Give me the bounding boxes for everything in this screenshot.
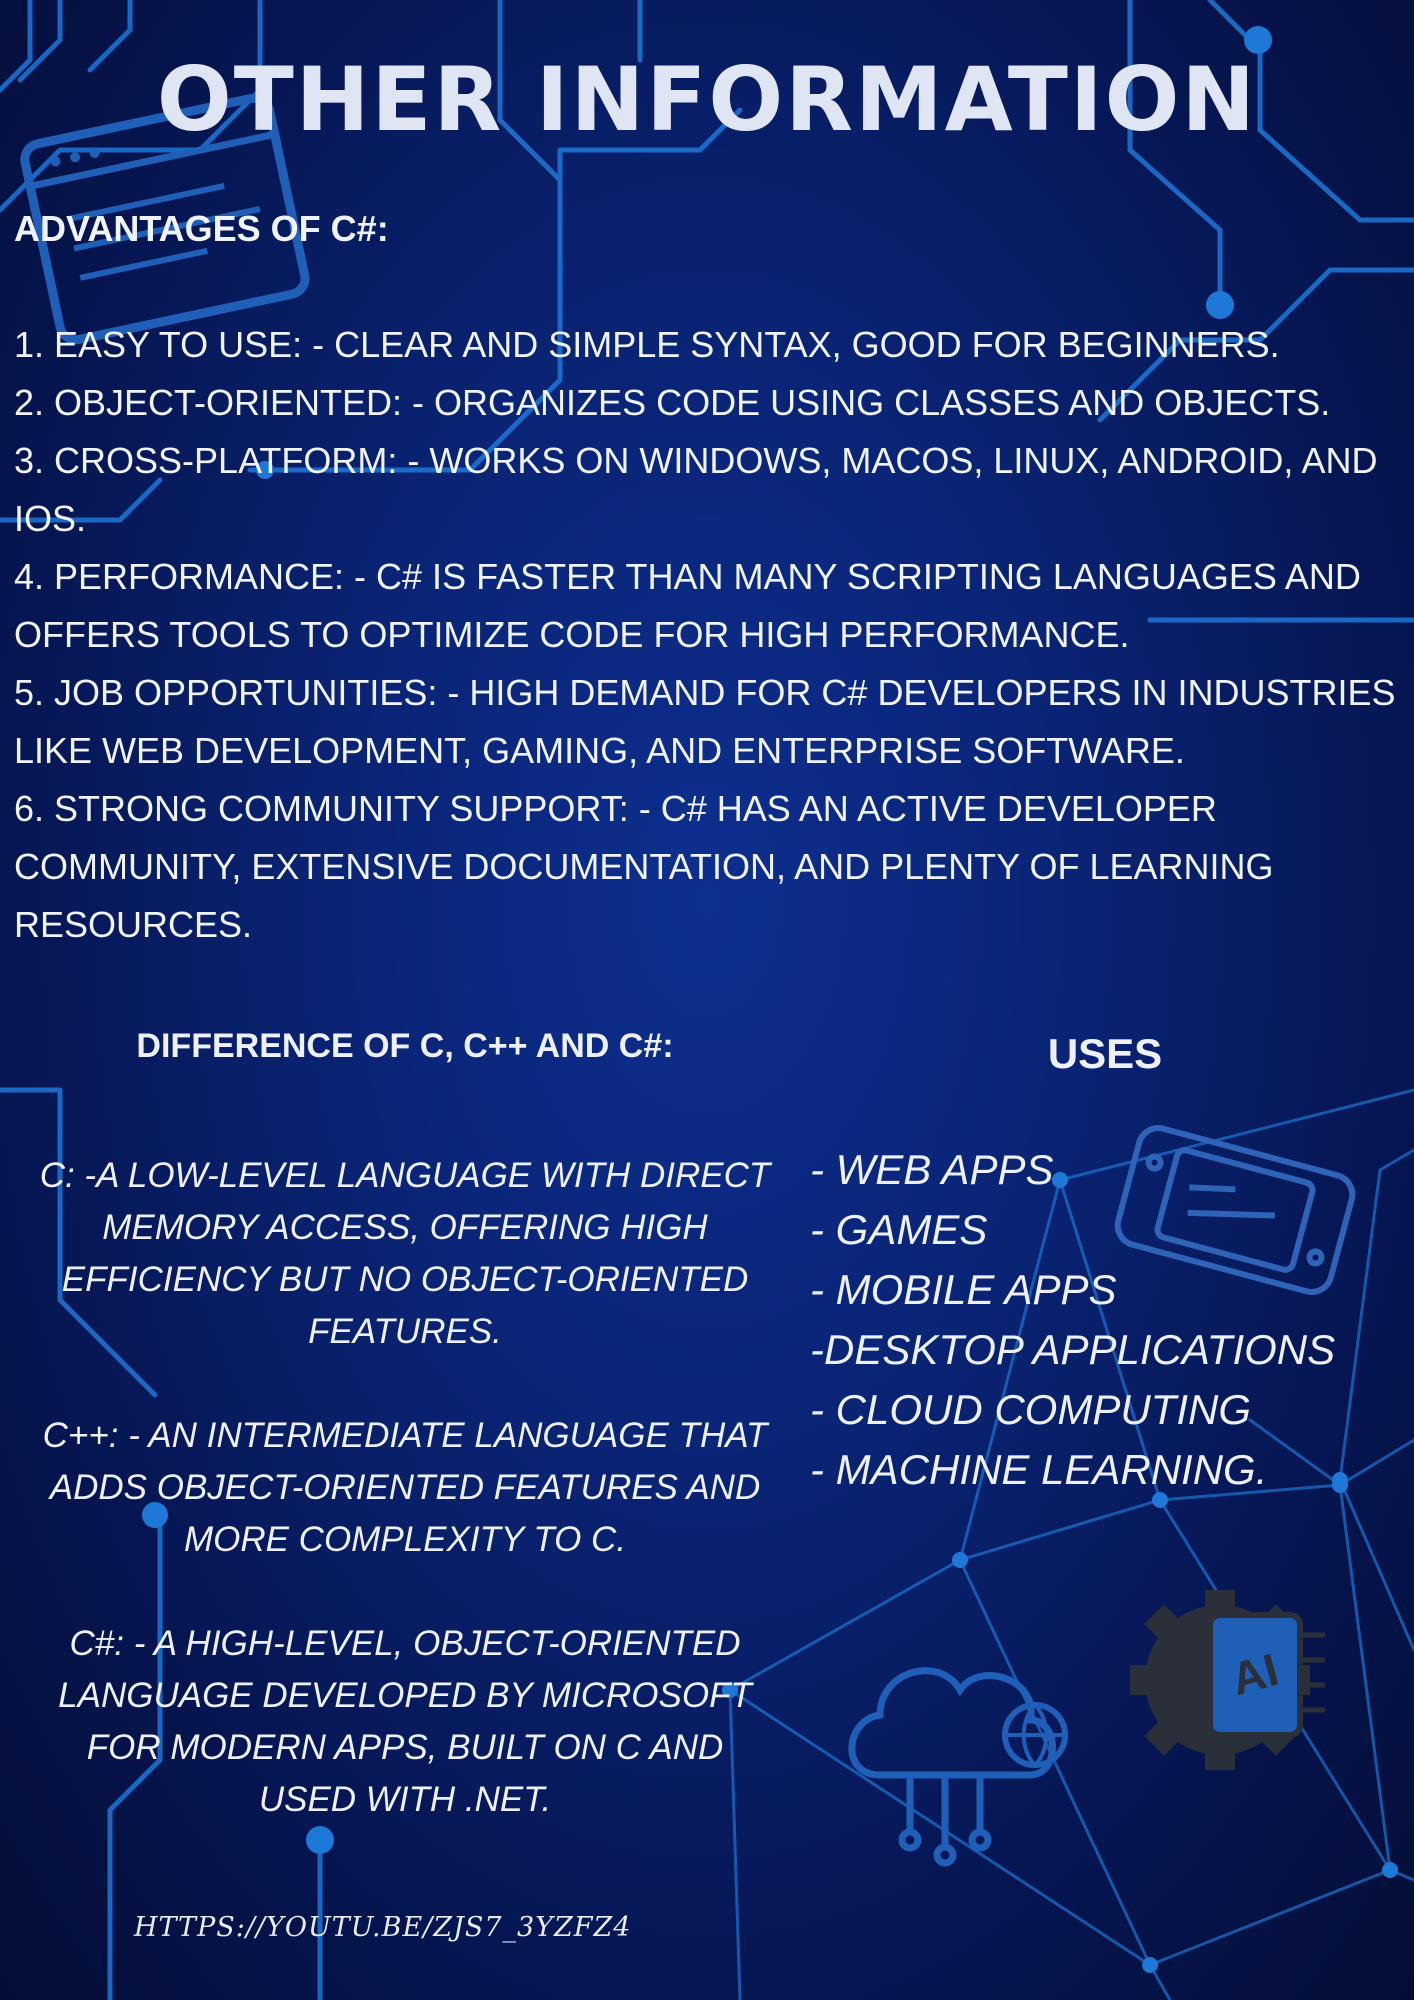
uses-list-item: - MACHINE LEARNING. bbox=[810, 1446, 1268, 1493]
difference-paragraph-cpp: C++: - AN INTERMEDIATE LANGUAGE THAT ADD… bbox=[42, 1416, 768, 1559]
cloud-network-icon bbox=[848, 1667, 1068, 1867]
uses-list-item: - CLOUD COMPUTING bbox=[810, 1386, 1251, 1433]
advantage-item: 4. PERFORMANCE: - C# IS FASTER THAN MANY… bbox=[14, 556, 1361, 655]
page-title: OTHER INFORMATION bbox=[156, 48, 1258, 151]
difference-paragraph-c: C: -A LOW-LEVEL LANGUAGE WITH DIRECT MEM… bbox=[39, 1156, 771, 1351]
advantages-heading: ADVANTAGES OF C#: bbox=[14, 208, 389, 249]
uses-list-item: - MOBILE APPS bbox=[810, 1266, 1117, 1313]
uses-list-item: - GAMES bbox=[810, 1206, 988, 1253]
ai-chip-gear-icon: AI bbox=[1130, 1590, 1325, 1770]
footer-url: HTTPS://YOUTU.BE/ZJS7_3YZFZ4 bbox=[134, 1912, 632, 1943]
browser-window-icon bbox=[20, 93, 310, 345]
advantage-item: 3. CROSS-PLATFORM: - WORKS ON WINDOWS, M… bbox=[14, 440, 1378, 539]
advantage-item: 5. JOB OPPORTUNITIES: - HIGH DEMAND FOR … bbox=[14, 672, 1396, 771]
difference-paragraph-csharp: C#: - A HIGH-LEVEL, OBJECT-ORIENTED LANG… bbox=[58, 1624, 752, 1819]
difference-section: DIFFERENCE OF C, C++ AND C#: C: -A LOW-L… bbox=[20, 1022, 790, 1826]
uses-heading: USES bbox=[1047, 1030, 1163, 1077]
uses-list-item: - WEB APPS bbox=[810, 1146, 1054, 1193]
advantage-item: 1. EASY TO USE: - CLEAR AND SIMPLE SYNTA… bbox=[14, 324, 1280, 365]
advantage-item: 2. OBJECT-ORIENTED: - ORGANIZES CODE USI… bbox=[14, 382, 1331, 423]
game-console-icon bbox=[1114, 1125, 1356, 1295]
uses-list-item: -DESKTOP APPLICATIONS bbox=[810, 1326, 1336, 1373]
advantage-item: 6. STRONG COMMUNITY SUPPORT: - C# HAS AN… bbox=[14, 788, 1274, 945]
advantages-section: ADVANTAGES OF C#: 1. EASY TO USE: - CLEA… bbox=[14, 200, 1404, 954]
difference-heading: DIFFERENCE OF C, C++ AND C#: bbox=[136, 1027, 674, 1065]
uses-list: - WEB APPS - GAMES - MOBILE APPS -DESKTO… bbox=[810, 1140, 1390, 1500]
